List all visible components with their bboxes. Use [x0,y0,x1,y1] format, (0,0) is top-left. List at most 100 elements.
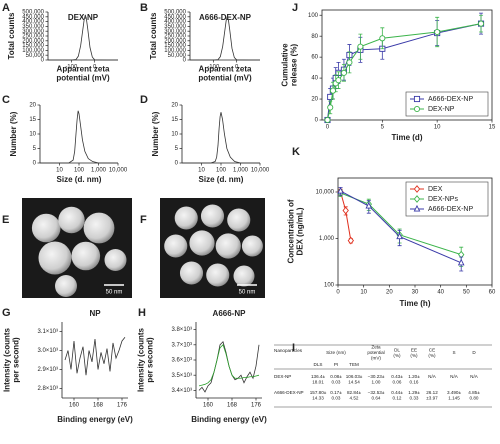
table-row-name: A666-DEX-NP [274,390,304,395]
scale-bar-label: 50 nm [106,290,123,296]
table-header: Size (nm) [326,350,346,355]
y-tick-label: 15 [29,117,36,123]
y-tick-label: 10,000 [316,190,335,196]
x-tick-label: 168 [227,403,238,409]
x-tick-label: 0 [336,290,340,296]
x-tick-label: -100 [207,65,220,71]
y-tick-label: 250,000 [164,34,186,40]
legend-label: DEX-NP [428,106,455,113]
panel-letter: H [138,307,146,319]
nanoparticle [206,263,230,287]
table-cell: ±3.97 [426,396,438,401]
marker [324,116,331,124]
series-line [340,191,352,241]
marker [337,186,344,194]
table-cell: N/A [450,374,459,379]
y-tick-label: 10 [29,132,36,138]
panel-letter: B [140,2,148,14]
nanoparticle [174,206,198,230]
x-tick-label: 60 [489,290,496,296]
x-tick-label: 5 [381,125,385,131]
table-header: CE [429,347,435,352]
table-cell: 14.33 [312,396,324,401]
y-tick-label: 500,000 [22,10,44,16]
table-cell: 0.16 [410,380,419,385]
x-tick-label: 100 [216,168,227,174]
y-tick-label: 0 [183,58,187,64]
marker [340,69,347,76]
series-line [40,110,118,164]
table-cell: 1.145 [448,396,460,401]
table-cell: 0.12 [393,396,402,401]
y-axis-label: release (%) [290,44,299,87]
y-tick-label: 80 [311,34,318,40]
nanoparticle [55,275,77,297]
y-tick-label: 450,000 [164,14,186,20]
x-axis-label: Size (d. nm) [57,175,102,184]
x-axis-label: Binding energy (eV) [57,415,133,424]
y-tick-label: 3.8×10³ [171,327,192,333]
y-tick-label: 0 [33,161,37,167]
series-line [64,336,126,376]
marker [357,43,364,50]
legend-marker [413,95,421,103]
marker [327,104,334,111]
y-tick-label: 100,000 [22,48,44,54]
y-tick-label: 100 [324,283,335,289]
nanoparticle [71,241,101,271]
y-tick-label: 350,000 [164,24,186,30]
table-header: Zeta [371,345,381,350]
nanoparticle [215,233,241,259]
nanoparticle [241,235,263,257]
y-tick-label: 350,000 [22,24,44,30]
y-tick-label: 100,000 [164,48,186,54]
x-tick-label: 10 [434,125,441,131]
table-header: (%) [428,353,436,358]
table-cell: 0.08± [330,374,342,379]
table-header: S [452,350,455,355]
table-cell: 3.490± [447,390,461,395]
y-tick-label: 15 [171,117,178,123]
marker [365,201,373,209]
x-axis-label: potential (mV) [198,74,252,83]
table-cell: 18.01 [312,380,324,385]
y-tick-label: 3.0×10³ [37,348,58,354]
y-axis-label: Number (%) [151,111,160,156]
table-cell: 0.03 [332,380,341,385]
table-header: (mV) [371,356,381,361]
x-tick-label: 1,000 [233,168,249,174]
x-tick-label: 160 [69,403,80,409]
panel-letter: C [2,94,10,106]
y-tick-label: 2.8×10³ [37,386,58,392]
table-cell: 4.52 [350,396,359,401]
table-cell: 0.64 [372,396,381,401]
table-header: DL [394,347,400,352]
y-axis-label: DEX (ng/mL) [296,207,305,255]
table-cell: 82.84± [347,390,361,395]
nanoparticle [58,206,85,234]
x-axis-label: Binding energy (eV) [191,415,267,424]
table-cell: 0.80 [470,396,479,401]
table-cell: 106.03± [346,374,363,379]
x-tick-label: 40 [437,290,444,296]
marker [434,28,441,36]
y-tick-label: 200,000 [22,38,44,44]
nanoparticle [227,208,251,232]
table-cell: 0.43± [391,374,403,379]
panel-letter: A [2,2,10,14]
y-tick-label: 40 [311,76,318,82]
panel-letter: J [292,2,298,14]
x-tick-label: 10,000 [251,168,270,174]
nanoparticle [233,265,255,287]
panel-letter: D [140,94,148,106]
panel-letter: F [140,214,147,226]
table-cell: 157.80± [310,390,327,395]
series-line [198,344,260,387]
x-tick-label: 10,000 [109,168,128,174]
table-cell: 14.54 [348,380,360,385]
table-header: Nanoparticles [274,348,303,353]
x-tick-label: 176 [251,403,262,409]
legend-label: A666-DEX-NP [428,96,473,103]
y-tick-label: 20 [171,103,178,109]
x-tick-label: 10 [198,168,205,174]
